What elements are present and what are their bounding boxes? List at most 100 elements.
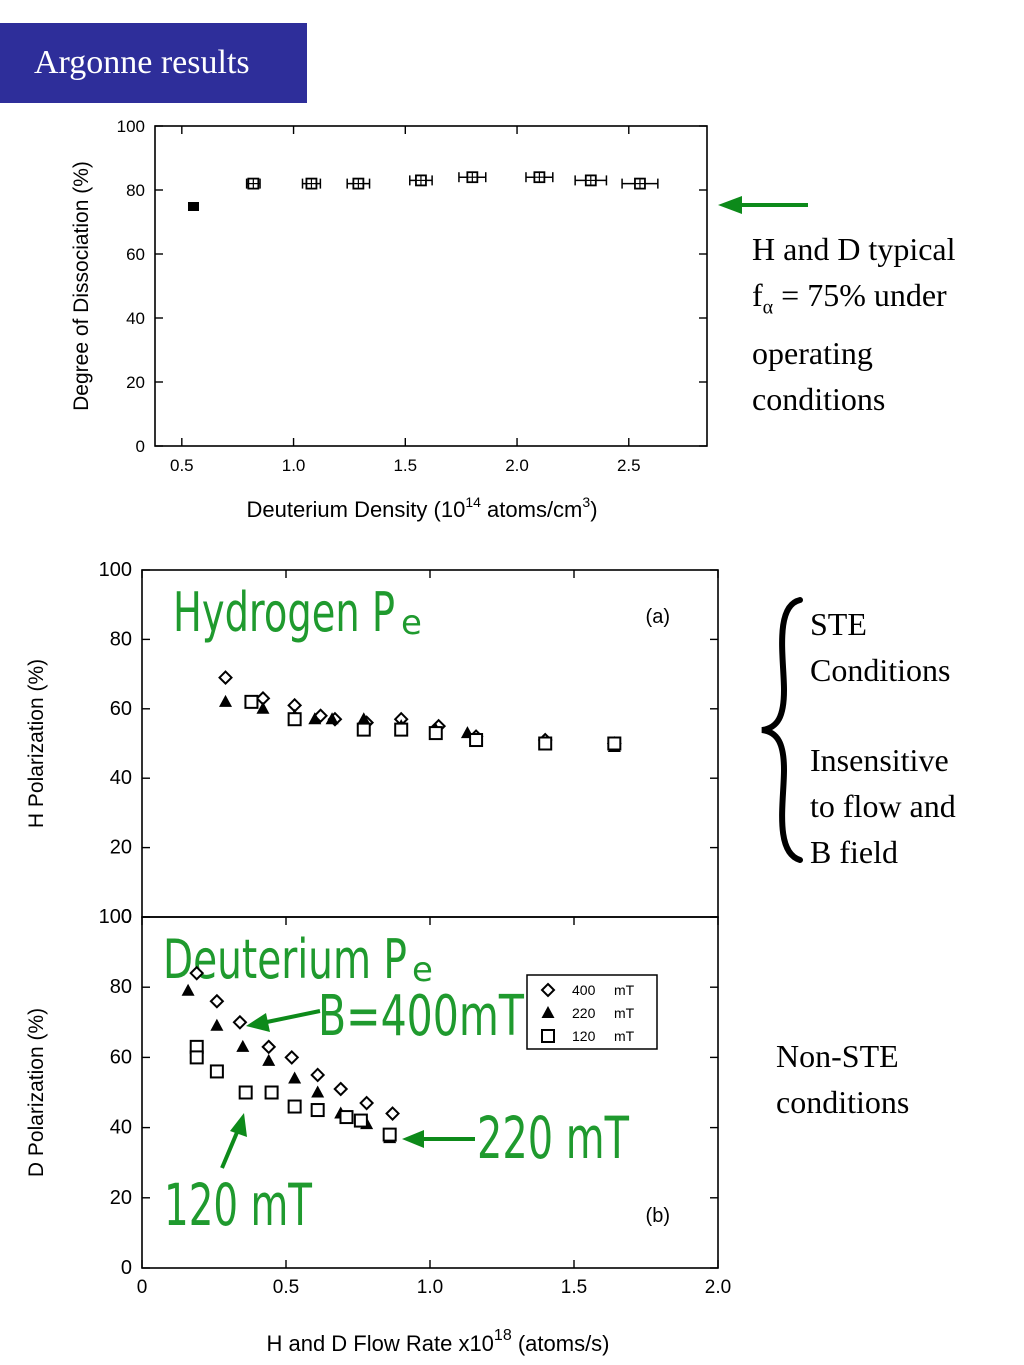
- legend-unit-2: mT: [614, 1028, 635, 1044]
- h-polarization-series-2-point-0: [244, 694, 259, 709]
- flow-rate-xlabel: H and D Flow Rate x1018 (atoms/s): [266, 1327, 609, 1356]
- d-polarization-series-0-point-1: [209, 993, 225, 1009]
- hydrogen-pe-annotation: Hydrogen P: [173, 581, 395, 644]
- dissociation-xtick-label-0: 0.5: [170, 456, 194, 475]
- h-polarization-ytick-label-1: 20: [110, 837, 132, 859]
- h-polarization-series-2-point-5: [469, 733, 484, 748]
- h-polarization-series-1-point-5: [357, 712, 371, 725]
- dissociation-xlabel-part-2: atoms/cm: [481, 497, 582, 522]
- dissociation-point-6: [525, 171, 554, 184]
- dissociation-point-5: [458, 171, 487, 184]
- d-polarization-series-2-point-1: [189, 1050, 204, 1065]
- callout-120mt-arrow-line: [220, 1129, 240, 1169]
- ste-note: STE Conditions: [810, 601, 950, 693]
- dissociation-ytick-label-3: 60: [126, 245, 145, 264]
- h-polarization-series-1-point-0: [219, 694, 233, 707]
- h-polarization-ytick-label-4: 80: [110, 628, 132, 650]
- dissociation-note-value: = 75% under: [773, 277, 947, 313]
- d-polarization-xtick-label-2: 1.0: [417, 1277, 443, 1298]
- d-polarization-series-1-point-3: [262, 1053, 276, 1066]
- callout-400mt-arrow-head: [246, 1013, 270, 1032]
- flow-rate-xlabel-part-1: 18: [494, 1327, 512, 1344]
- insensitive-note: Insensitive to flow and B field: [810, 737, 956, 875]
- h-polarization-series-2-point-4: [428, 726, 443, 741]
- dissociation-plot-frame: [154, 125, 708, 447]
- dissociation-note-line-2: fα = 75% under: [752, 272, 956, 330]
- dissociation-note-line-4: conditions: [752, 381, 886, 418]
- legend-marker-2: [541, 1029, 555, 1043]
- callout-220mt-arrow-head: [402, 1130, 424, 1148]
- d-polarization-xtick-label-0: 0: [137, 1277, 148, 1298]
- d-polarization-ytick-label-3: 60: [110, 1046, 132, 1068]
- d-polarization-series-1-point-0: [181, 983, 195, 996]
- d-polarization-series-1-point-4: [288, 1071, 302, 1084]
- d-polarization-series-0-point-6: [333, 1081, 349, 1097]
- d-polarization-series-1-point-1: [210, 1018, 224, 1031]
- dissociation-ytick-label-2: 40: [126, 309, 145, 328]
- dissociation-xlabel: Deuterium Density (1014 atoms/cm3): [246, 494, 597, 522]
- legend-label-2: 120: [572, 1028, 596, 1044]
- d-polarization-xtick-label-1: 0.5: [273, 1277, 299, 1298]
- d-polarization-xtick-label-3: 1.5: [561, 1277, 587, 1298]
- d-polarization-series-0-point-3: [261, 1039, 277, 1055]
- h-polarization-ytick-label-2: 40: [110, 767, 132, 789]
- dissociation-point-2: [301, 177, 322, 190]
- d-polarization-panel-label: (b): [646, 1205, 670, 1227]
- h-polarization-series-2-point-3: [394, 722, 409, 737]
- d-polarization-ylabel: D Polarization (%): [25, 1008, 48, 1177]
- d-polarization-series-2-point-2: [209, 1064, 224, 1079]
- legend-label-1: 220: [572, 1005, 596, 1021]
- dissociation-note-line-1: H and D typical: [752, 231, 956, 267]
- ste-note-line-2: Conditions: [810, 652, 951, 688]
- legend-unit-0: mT: [614, 982, 635, 998]
- d-polarization-series-1-point-5: [311, 1085, 325, 1098]
- callout-400mt-label: B=400mT: [318, 984, 525, 1049]
- deuterium-pe-subscript: e: [412, 950, 433, 990]
- flow-rate-xlabel-part-0: H and D Flow Rate x10: [266, 1331, 493, 1356]
- d-polarization-series-0-point-2: [232, 1014, 248, 1030]
- dissociation-ytick-label-4: 80: [126, 181, 145, 200]
- dissociation-ytick-label-5: 100: [117, 117, 145, 136]
- dissociation-xlabel-part-1: 14: [465, 494, 481, 510]
- h-polarization-series-2-point-2: [356, 722, 371, 737]
- dissociation-xtick-label-4: 2.5: [617, 456, 641, 475]
- h-polarization-series-2-point-1: [287, 712, 302, 727]
- legend-unit-1: mT: [614, 1005, 635, 1021]
- dissociation-xtick-label-3: 2.0: [505, 456, 529, 475]
- d-polarization-xtick-label-4: 2.0: [705, 1277, 731, 1298]
- dissociation-point-3: [346, 177, 371, 190]
- flow-rate-xlabel-part-2: (atoms/s): [512, 1331, 610, 1356]
- dissociation-note-line-3: operating: [752, 335, 873, 372]
- d-polarization-series-2-point-4: [264, 1085, 279, 1100]
- dissociation-xlabel-part-0: Deuterium Density (10: [246, 497, 465, 522]
- d-polarization-series-2-point-7: [339, 1110, 354, 1125]
- non-ste-note-line-1: Non-STE: [776, 1038, 899, 1074]
- h-polarization-ytick-label-3: 60: [110, 698, 132, 720]
- d-polarization-ytick-label-4: 80: [110, 976, 132, 998]
- dissociation-point-8: [621, 177, 659, 190]
- h-polarization-series-0-point-0: [218, 670, 233, 685]
- d-polarization-series-2-point-5: [287, 1099, 302, 1114]
- callout-220mt-label: 220 mT: [477, 1104, 629, 1172]
- d-polarization-series-0-point-8: [385, 1106, 400, 1121]
- d-polarization-series-2-point-8: [353, 1113, 368, 1128]
- dissociation-marker-0: [187, 202, 199, 211]
- dissociation-ytick-label-0: 0: [136, 437, 145, 456]
- h-polarization-series-2-point-7: [607, 736, 622, 751]
- legend-label-0: 400: [572, 982, 596, 998]
- dissociation-note: H and D typical fα = 75% under operating…: [752, 226, 956, 422]
- dissociation-ytick-label-1: 20: [126, 373, 145, 392]
- dissociation-point-7: [574, 174, 608, 187]
- h-polarization-ytick-label-5: 100: [99, 559, 132, 581]
- d-polarization-series-0-point-0: [189, 965, 205, 981]
- insensitive-note-line-1: Insensitive: [810, 742, 949, 778]
- d-polarization-series-2-point-3: [238, 1085, 253, 1100]
- d-polarization-series-0-point-7: [359, 1095, 375, 1111]
- h-polarization-series-2-point-6: [538, 736, 553, 751]
- d-polarization-series-2-point-9: [382, 1127, 397, 1142]
- non-ste-note-line-2: conditions: [776, 1084, 910, 1120]
- ste-note-line-1: STE: [810, 606, 867, 642]
- h-polarization-ytick-label-0: 0: [121, 906, 132, 928]
- title-banner: [0, 23, 307, 103]
